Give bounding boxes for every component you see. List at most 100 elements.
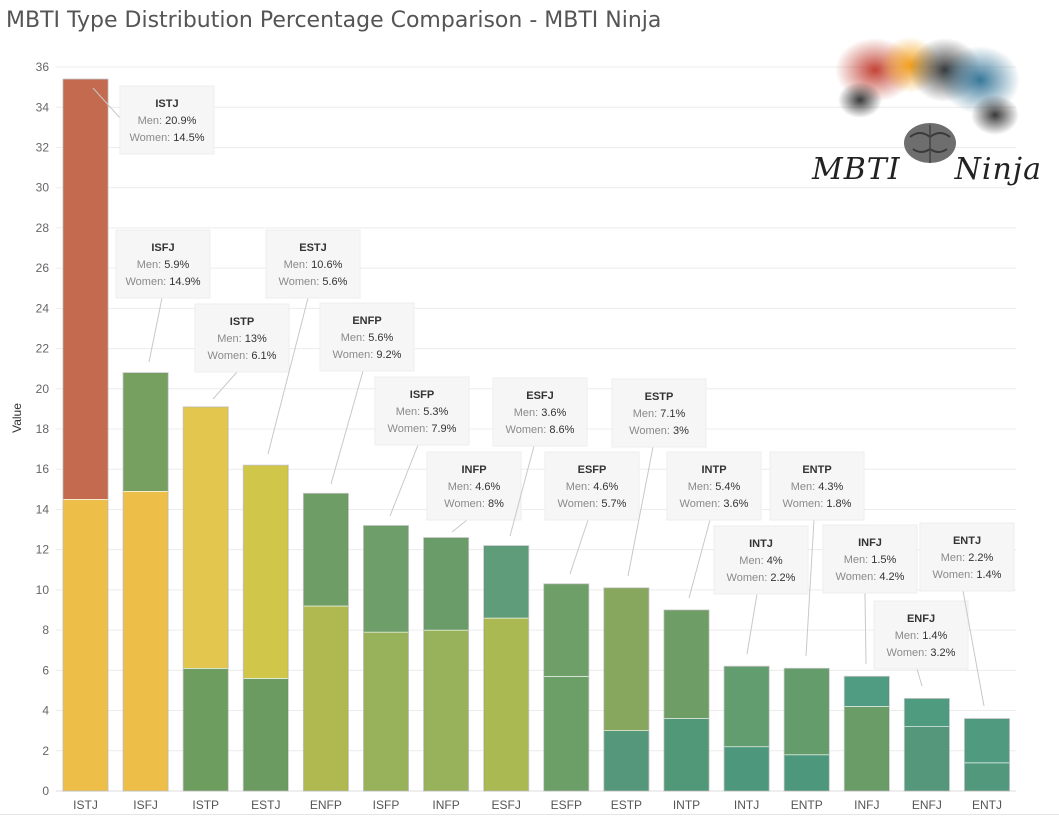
annotation-leader-line <box>805 519 815 657</box>
y-tick-label: 36 <box>36 60 50 74</box>
annotation-women-label: Women: <box>680 498 724 510</box>
bar-women-isfj <box>122 491 169 792</box>
annotation-type-label: ENFJ <box>907 613 935 625</box>
annotation-men-value: Men: 10.6% <box>284 259 343 271</box>
annotation-men-label: Men: <box>566 481 594 493</box>
x-tick-label-intp: INTP <box>673 798 700 812</box>
x-tick-label-entj: ENTJ <box>972 798 1002 812</box>
annotation-women-value: Women: 14.9% <box>125 276 200 288</box>
y-tick-label: 26 <box>36 261 50 275</box>
annotation-type-label: INTJ <box>749 538 773 550</box>
annotation-leader-line <box>746 593 758 655</box>
x-tick-label-istp: ISTP <box>192 798 219 812</box>
annotation-box-esfp <box>544 451 640 521</box>
annotation-women-value: Women: 3.6% <box>680 498 749 510</box>
annotation-women-label: Women: <box>506 424 550 436</box>
annotation-box-entp <box>769 451 865 521</box>
y-tick-label: 18 <box>36 422 50 436</box>
y-axis-title: Value <box>10 403 24 433</box>
annotation-women-value: Women: 6.1% <box>208 350 277 362</box>
annotation-box-infp <box>426 451 522 521</box>
y-tick-label: 20 <box>36 382 50 396</box>
annotation-women-label: Women: <box>208 350 252 362</box>
annotation-women-value: Women: 1.4% <box>933 569 1002 581</box>
annotation-women-percent: 6.1% <box>251 350 276 362</box>
annotation-men-value: Men: 4.6% <box>566 481 619 493</box>
annotation-women-label: Women: <box>333 349 377 361</box>
bar-women-istp <box>182 668 229 792</box>
bar-men-enfj <box>904 698 950 727</box>
bar-outline <box>363 525 409 792</box>
annotation-type-label: INFJ <box>858 537 882 549</box>
annotation-type-label: ESTJ <box>299 242 327 254</box>
annotation-men-percent: 4.6% <box>475 481 500 493</box>
annotation-type-label: ESFP <box>578 464 607 476</box>
smoke-brain-icon <box>835 37 1020 163</box>
x-tick-label-infp: INFP <box>432 798 459 812</box>
x-tick-label-enfp: ENFP <box>310 798 342 812</box>
annotation-women-label: Women: <box>629 425 673 437</box>
bar-outline <box>423 537 470 792</box>
annotation-type-label: ENFP <box>352 315 381 327</box>
annotation-women-label: Women: <box>558 498 602 510</box>
annotation-women-percent: 3.6% <box>723 498 748 510</box>
bar-women-enfj <box>904 726 950 792</box>
annotation-men-value: Men: 5.3% <box>396 406 449 418</box>
bar-women-entj <box>964 762 1010 792</box>
annotation-box-intp <box>666 451 762 521</box>
annotation-men-value: Men: 7.1% <box>633 408 686 420</box>
y-tick-label: 34 <box>36 100 50 114</box>
x-tick-label-isfp: ISFP <box>373 798 400 812</box>
bar-outline <box>483 545 530 792</box>
bar-outline <box>663 609 710 792</box>
y-tick-label: 14 <box>36 502 50 516</box>
y-tick-label: 0 <box>42 784 49 798</box>
annotation-leader-line <box>916 668 923 687</box>
annotation-women-label: Women: <box>727 572 771 584</box>
annotation-women-value: Women: 9.2% <box>333 349 402 361</box>
annotation-men-percent: 13% <box>245 333 267 345</box>
x-tick-label-istj: ISTJ <box>73 798 98 812</box>
annotation-women-value: Women: 3.2% <box>887 647 956 659</box>
annotation-leader-line <box>627 446 654 577</box>
mbti-ninja-logo <box>805 25 1035 215</box>
annotation-women-label: Women: <box>783 498 827 510</box>
annotation-leader-line <box>267 297 309 455</box>
annotation-women-percent: 2.2% <box>770 572 795 584</box>
annotation-women-percent: 5.7% <box>601 498 626 510</box>
bar-men-intp <box>663 609 710 719</box>
annotation-women-percent: 1.8% <box>826 498 851 510</box>
annotation-women-label: Women: <box>933 569 977 581</box>
annotation-women-percent: 4.2% <box>879 571 904 583</box>
x-tick-label-esfj: ESFJ <box>492 798 521 812</box>
logo-word-mbti: MBTI <box>812 152 901 187</box>
bar-men-entp <box>783 668 830 756</box>
annotation-women-percent: 5.6% <box>322 276 347 288</box>
annotation-men-label: Men: <box>284 259 312 271</box>
x-tick-label-isfj: ISFJ <box>133 798 158 812</box>
annotation-box-estj <box>265 229 361 299</box>
annotation-men-percent: 5.6% <box>368 332 393 344</box>
annotation-men-label: Men: <box>138 115 166 127</box>
bar-men-infj <box>843 676 890 707</box>
bar-men-isfp <box>363 525 409 633</box>
annotation-men-percent: 20.9% <box>165 115 196 127</box>
annotation-men-value: Men: 1.4% <box>895 630 948 642</box>
annotation-leader-line <box>864 592 867 665</box>
chart-title: MBTI Type Distribution Percentage Compar… <box>6 8 662 33</box>
annotation-men-percent: 1.5% <box>871 554 896 566</box>
bar-outline <box>242 464 289 792</box>
annotation-women-percent: 7.9% <box>431 423 456 435</box>
bar-outline <box>182 406 229 792</box>
annotation-women-percent: 14.9% <box>169 276 200 288</box>
bar-women-intj <box>723 746 770 792</box>
annotation-type-label: ISFP <box>410 389 434 401</box>
annotation-women-label: Women: <box>388 423 432 435</box>
annotation-box-istj <box>119 85 215 155</box>
annotation-men-percent: 5.3% <box>423 406 448 418</box>
logo-word-ninja: Ninja <box>954 152 1042 187</box>
x-tick-label-esfp: ESFP <box>551 798 582 812</box>
bar-women-intp <box>663 718 710 792</box>
annotation-men-label: Men: <box>791 481 819 493</box>
bar-women-estj <box>243 678 289 792</box>
